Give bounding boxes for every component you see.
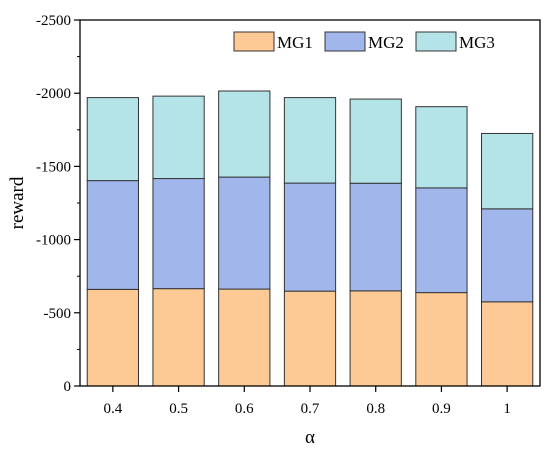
x-tick-label: 0.7 [301, 401, 320, 417]
y-tick-label: 0 [64, 379, 72, 395]
bar-mg2-0.8 [349, 182, 402, 292]
bar-mg1-0.4 [86, 288, 139, 387]
bar-mg3-0.4 [86, 97, 139, 182]
x-axis-title: α [305, 427, 315, 448]
bar-mg2-0.4 [86, 180, 139, 290]
x-tick-label: 0.6 [235, 401, 254, 417]
legend-swatch-mg2 [324, 31, 366, 52]
bar-mg2-0.7 [283, 182, 337, 292]
x-tick-label: 0.4 [103, 401, 122, 417]
legend-label-mg1: MG1 [277, 33, 313, 52]
legend-label-mg2: MG2 [368, 33, 404, 52]
bar-mg1-1 [481, 301, 534, 387]
bar-mg3-1 [481, 132, 534, 210]
x-tick-label: 0.5 [169, 401, 188, 417]
y-tick-label: -1000 [36, 233, 71, 249]
legend-label-mg3: MG3 [459, 33, 495, 52]
bars-layer [86, 90, 534, 387]
bar-mg2-0.5 [152, 178, 205, 290]
bar-mg1-0.8 [349, 290, 402, 387]
bar-mg1-0.5 [152, 288, 205, 387]
y-tick-label: -1500 [36, 159, 71, 175]
bar-mg3-0.5 [152, 95, 205, 180]
legend-swatch-mg3 [415, 31, 457, 52]
x-tick-label: 1 [503, 401, 511, 417]
y-axis-title: reward [7, 176, 28, 229]
y-tick-label: -2000 [36, 86, 71, 102]
bar-mg3-0.7 [283, 97, 337, 184]
y-axis: 0 -500 -1000 -1500 -2000 -2500 [36, 13, 80, 395]
bar-mg3-0.9 [415, 106, 468, 189]
bar-mg3-0.6 [218, 90, 271, 178]
bar-mg1-0.9 [415, 292, 468, 387]
x-tick-label: 0.8 [366, 401, 385, 417]
legend: MG1 MG2 MG3 [233, 31, 495, 52]
legend-swatch-mg1 [233, 31, 275, 52]
bar-mg1-0.6 [218, 288, 271, 387]
y-tick-label: -500 [44, 306, 72, 322]
bar-mg2-0.6 [218, 176, 271, 290]
bar-mg2-0.9 [415, 187, 468, 294]
x-tick-label: 0.9 [432, 401, 451, 417]
bar-mg2-1 [481, 208, 534, 303]
y-tick-label: -2500 [36, 13, 71, 29]
bar-mg3-0.8 [349, 98, 402, 184]
bar-mg1-0.7 [283, 290, 337, 387]
x-axis: 0.4 0.5 0.6 0.7 0.8 0.9 1 [103, 386, 511, 417]
